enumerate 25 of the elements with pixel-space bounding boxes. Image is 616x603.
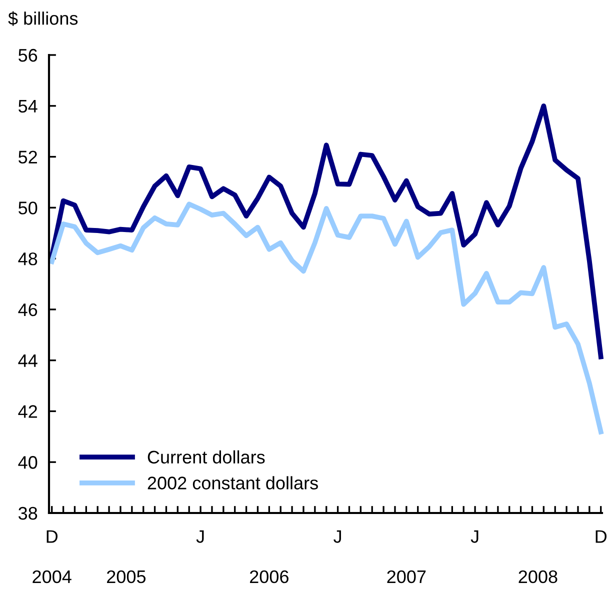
line-series xyxy=(49,202,604,434)
y-tick-label: 56 xyxy=(18,48,38,62)
legend-label: Current dollars xyxy=(148,450,265,464)
text: 2007 xyxy=(387,570,426,584)
text: 2008 xyxy=(518,570,558,584)
y-tick-label: 54 xyxy=(18,100,38,113)
y-tick-label: 42 xyxy=(18,405,37,418)
text: 2006 xyxy=(250,570,288,584)
x-tick-label: J xyxy=(196,530,204,543)
line-series xyxy=(49,103,604,360)
x-tick-label: D xyxy=(46,530,58,543)
y-tick-label: 48 xyxy=(18,252,38,266)
y-axis-title: $ billions xyxy=(8,11,78,26)
legend-label: 2002 constant dollars xyxy=(148,476,318,490)
x-tick-label: J xyxy=(470,530,478,543)
y-tick-label: 40 xyxy=(18,456,38,469)
text: 2005 xyxy=(107,570,146,584)
y-tick-label: 38 xyxy=(18,506,38,520)
x-tick-label: J xyxy=(334,530,341,543)
y-tick-label: 52 xyxy=(18,150,37,164)
y-tick-label: 50 xyxy=(18,202,38,214)
y-tick-label: 46 xyxy=(18,303,38,316)
x-tick-label: D xyxy=(596,530,607,543)
text: 2004 xyxy=(32,570,72,584)
y-tick-label: 44 xyxy=(18,354,38,367)
